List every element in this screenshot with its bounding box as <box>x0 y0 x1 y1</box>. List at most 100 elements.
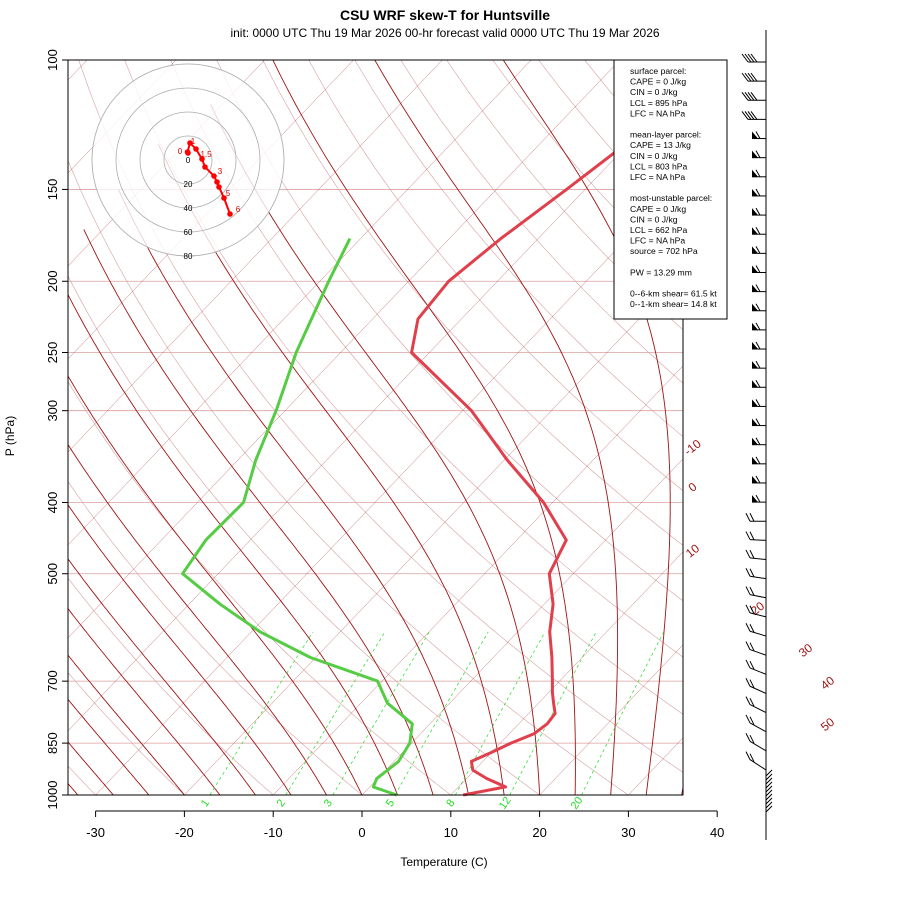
wind-barb-feather <box>745 641 751 650</box>
wind-barb-feather <box>741 53 749 63</box>
wind-barb-pennant <box>752 456 758 464</box>
wind-barb-feather <box>755 456 761 465</box>
wind-barb-staff <box>749 759 767 771</box>
dry-adiabat-line <box>78 60 683 773</box>
wind-barb <box>752 456 766 465</box>
moist-adiabat-line <box>210 104 541 795</box>
wind-barb-feather <box>755 341 761 350</box>
wind-barb <box>745 604 767 618</box>
info-box-line: 0--6-km shear= 61.5 kt <box>630 289 717 299</box>
wind-barb-feather <box>741 111 749 120</box>
wind-barb-feather <box>755 303 761 312</box>
hodograph-height-label: 1 <box>191 137 196 146</box>
wind-barb-staff <box>765 801 773 809</box>
wind-barb-pennant <box>752 475 758 483</box>
wind-barb-staff <box>749 630 767 637</box>
wind-barb <box>752 380 766 388</box>
hodograph-point <box>193 146 199 152</box>
isotherm-line <box>68 60 443 453</box>
hodograph-height-label: 6 <box>236 205 241 214</box>
wind-barb-feather <box>755 265 761 273</box>
dry-adiabat-line <box>68 381 451 795</box>
y-tick-label: 400 <box>45 492 60 514</box>
mixing-ratio-line <box>394 631 489 795</box>
wind-barb <box>745 641 767 656</box>
wind-barb-feather <box>745 586 751 595</box>
wind-barb <box>752 418 766 427</box>
wind-barb <box>752 494 766 503</box>
wind-barb <box>745 678 767 694</box>
wind-barb-feather <box>755 150 761 158</box>
wind-barb-feather <box>749 568 755 577</box>
mixing-ratio-line <box>581 631 665 795</box>
wind-barb-pennant <box>752 380 758 388</box>
mixing-ratio-label: 1 <box>199 797 212 809</box>
info-box-line: CAPE = 0 J/kg <box>630 204 686 214</box>
y-tick-label: 200 <box>45 270 60 292</box>
wind-barb <box>752 246 766 254</box>
info-box-line: LFC = NA hPa <box>630 172 685 182</box>
dry-adiabat-line <box>216 60 683 602</box>
wind-barbs <box>741 30 773 840</box>
hodograph-ring <box>163 135 213 185</box>
info-box-line: LFC = NA hPa <box>630 108 685 118</box>
mixing-ratio-label: 12 <box>497 795 514 812</box>
x-tick-label: -10 <box>264 825 283 840</box>
moist-adiabat-line <box>157 143 505 795</box>
chart-subtitle: init: 0000 UTC Thu 19 Mar 2026 00-hr for… <box>230 26 659 40</box>
wind-barb-pennant <box>752 322 758 330</box>
wind-barb-feather <box>750 111 758 120</box>
wind-barb-staff <box>749 539 767 541</box>
wind-barb-pennant <box>752 131 758 139</box>
dry-adiabat-line <box>68 577 274 795</box>
hodograph-point <box>199 156 205 162</box>
wind-barb <box>752 322 766 331</box>
isotherm-line <box>717 60 900 795</box>
wind-barb-feather <box>755 226 761 235</box>
wind-barb-staff <box>749 612 767 618</box>
dewpoint-line <box>181 237 414 797</box>
moist-adiabat-line <box>68 443 327 795</box>
info-box-line: mean-layer parcel: <box>630 130 701 140</box>
wind-barb-feather <box>745 696 751 705</box>
isotherm-line <box>184 272 683 795</box>
dry-adiabat-line <box>68 159 629 795</box>
wind-barb-feather <box>745 568 751 577</box>
wind-barb-feather <box>755 360 761 369</box>
hodograph-height-label: 0 <box>178 147 183 156</box>
info-box-line: CAPE = 0 J/kg <box>630 77 686 87</box>
moist-adiabat-line <box>68 654 185 795</box>
isotherm-line <box>68 60 532 546</box>
wind-barb <box>752 226 766 235</box>
wind-barb <box>752 341 766 350</box>
info-box-line: PW = 13.29 mm <box>630 267 692 277</box>
wind-barb <box>752 188 766 197</box>
wind-barb-pennant <box>752 303 758 311</box>
isotherm-label: 0 <box>686 479 700 494</box>
wind-barb <box>745 659 767 675</box>
wind-barb-staff <box>765 789 773 797</box>
hodograph-height-label: 1.5 <box>200 150 212 159</box>
wind-barb-pennant <box>752 246 758 254</box>
y-tick-label: 250 <box>45 342 60 364</box>
wind-barb <box>741 91 766 101</box>
mixing-ratio-label: 5 <box>384 797 397 809</box>
isotherm-line <box>450 551 683 795</box>
wind-barb-feather <box>750 53 758 63</box>
mixing-ratio-label: 20 <box>569 795 586 812</box>
wind-barb <box>745 623 767 637</box>
isotherm-label: 40 <box>818 673 837 692</box>
wind-barb-feather <box>750 91 758 101</box>
wind-barb-staff <box>765 797 773 805</box>
wind-barb <box>741 53 766 63</box>
hodograph-ring-label: 40 <box>184 204 193 213</box>
wind-barb <box>745 586 767 599</box>
wind-barb <box>752 475 766 484</box>
y-axis-title: P (hPa) <box>3 416 17 456</box>
moist-adiabat-line <box>374 60 619 795</box>
isotherm-label: 10 <box>683 541 702 560</box>
isotherm-line <box>273 365 683 795</box>
isotherm-label: -10 <box>681 436 704 458</box>
x-tick-label: -30 <box>86 825 105 840</box>
